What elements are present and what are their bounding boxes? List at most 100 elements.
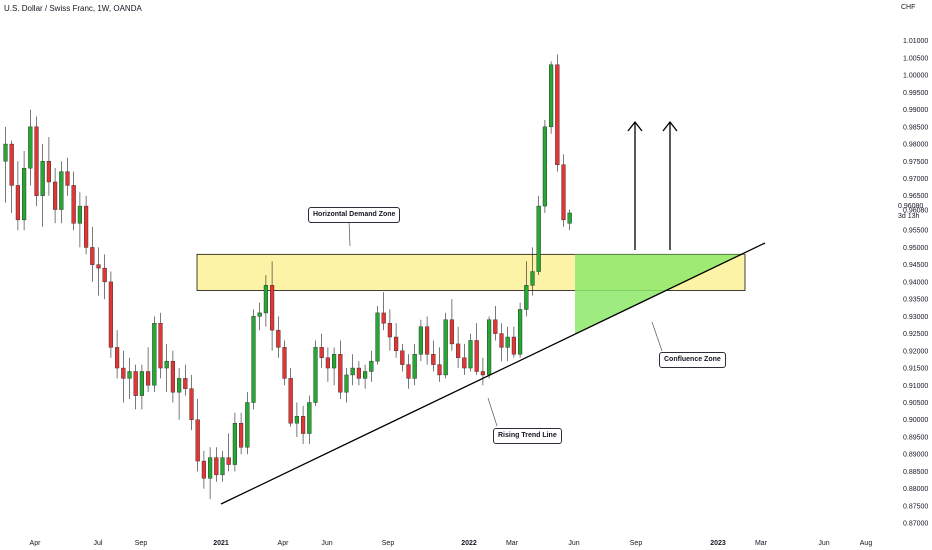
candle[interactable] — [301, 405, 306, 444]
candle[interactable] — [3, 126, 8, 203]
candle[interactable] — [34, 116, 39, 207]
candle[interactable] — [350, 354, 355, 386]
rising-trend-line[interactable] — [220, 242, 766, 505]
candle[interactable] — [524, 261, 529, 317]
candle[interactable] — [189, 374, 194, 431]
candle[interactable] — [139, 364, 144, 410]
candle[interactable] — [356, 361, 361, 386]
candle[interactable] — [108, 271, 113, 358]
candle[interactable] — [238, 412, 244, 455]
candle[interactable] — [145, 347, 151, 393]
candle[interactable] — [406, 354, 411, 389]
candle[interactable] — [15, 161, 20, 231]
candle[interactable] — [59, 161, 64, 224]
candle[interactable] — [288, 368, 293, 427]
candle[interactable] — [542, 119, 547, 213]
candle[interactable] — [83, 195, 89, 255]
candle[interactable] — [530, 247, 535, 296]
candle[interactable] — [313, 340, 318, 406]
time-axis[interactable]: Apr Jul Sep 2021 Apr Jun Sep 2022 Mar Jun Sep 2023 M… — [30, 540, 873, 547]
candle[interactable] — [456, 326, 461, 369]
candle[interactable] — [443, 312, 448, 379]
candle[interactable] — [474, 323, 479, 375]
candle[interactable] — [307, 395, 312, 444]
candle[interactable] — [53, 168, 58, 224]
candle[interactable] — [561, 154, 566, 227]
price-axis[interactable]: 1.01000 1.00500 1.00000 0.99500 0.99000 0.985… — [903, 38, 928, 527]
candle[interactable] — [176, 368, 182, 420]
candle[interactable] — [294, 402, 299, 437]
candle[interactable] — [9, 140, 14, 213]
candle[interactable] — [46, 137, 51, 196]
candle[interactable] — [493, 306, 498, 341]
candle[interactable] — [201, 450, 206, 489]
candle[interactable] — [22, 150, 27, 231]
candle[interactable] — [133, 364, 138, 410]
candle[interactable] — [518, 302, 523, 358]
candle[interactable] — [214, 447, 219, 482]
candle[interactable] — [363, 364, 368, 389]
candle[interactable] — [127, 357, 132, 400]
candle[interactable] — [270, 261, 275, 351]
trend-line-callout[interactable]: Rising Trend Line — [493, 428, 562, 444]
candle[interactable] — [487, 316, 492, 379]
candle[interactable] — [387, 309, 392, 351]
candle[interactable] — [195, 399, 200, 472]
candle[interactable] — [325, 347, 330, 382]
candle[interactable] — [170, 350, 175, 403]
candle[interactable] — [65, 157, 70, 196]
candle[interactable] — [431, 340, 436, 372]
candle[interactable] — [183, 364, 188, 396]
candle[interactable] — [555, 54, 560, 172]
candle[interactable] — [412, 343, 417, 386]
candle[interactable] — [344, 368, 349, 403]
candle[interactable] — [338, 340, 343, 400]
candle[interactable] — [505, 326, 510, 362]
candle[interactable] — [375, 306, 380, 365]
candle[interactable] — [164, 343, 169, 393]
candle[interactable] — [28, 109, 33, 186]
candle[interactable] — [480, 357, 485, 386]
candle[interactable] — [220, 450, 225, 482]
demand-zone-callout[interactable]: Horizontal Demand Zone — [308, 207, 401, 223]
candle[interactable] — [102, 254, 107, 300]
candle[interactable] — [381, 292, 386, 331]
candle[interactable] — [207, 447, 213, 499]
candle[interactable] — [369, 350, 374, 382]
candle[interactable] — [536, 195, 541, 275]
candle[interactable] — [114, 330, 120, 379]
candle[interactable] — [158, 312, 163, 379]
up-arrow-2[interactable] — [662, 120, 678, 250]
candle[interactable] — [462, 343, 467, 375]
confluence-zone-callout[interactable]: Confluence Zone — [659, 352, 726, 368]
candle[interactable] — [276, 316, 281, 358]
candle[interactable] — [437, 347, 442, 382]
candle[interactable] — [549, 61, 554, 134]
candle[interactable] — [332, 347, 337, 386]
candle[interactable] — [319, 333, 324, 369]
candle[interactable] — [152, 316, 157, 393]
candle[interactable] — [263, 275, 268, 327]
candle[interactable] — [90, 226, 95, 282]
candle[interactable] — [232, 412, 237, 472]
candle[interactable] — [96, 247, 101, 296]
candle[interactable] — [226, 433, 231, 472]
candle[interactable] — [40, 144, 45, 227]
candle[interactable] — [245, 392, 250, 455]
candle[interactable] — [121, 350, 126, 403]
candle[interactable] — [511, 326, 516, 358]
candle[interactable] — [251, 309, 256, 410]
candle[interactable] — [282, 340, 287, 386]
candle[interactable] — [468, 333, 473, 372]
up-arrow-1[interactable] — [627, 120, 643, 250]
candle[interactable] — [394, 323, 399, 358]
candle[interactable] — [77, 192, 82, 248]
candle[interactable] — [257, 302, 262, 331]
candle[interactable] — [71, 171, 76, 231]
candle[interactable] — [449, 299, 454, 351]
candle[interactable] — [400, 343, 405, 372]
candle[interactable] — [418, 319, 423, 362]
candle[interactable] — [499, 323, 504, 362]
candle[interactable] — [425, 316, 430, 365]
